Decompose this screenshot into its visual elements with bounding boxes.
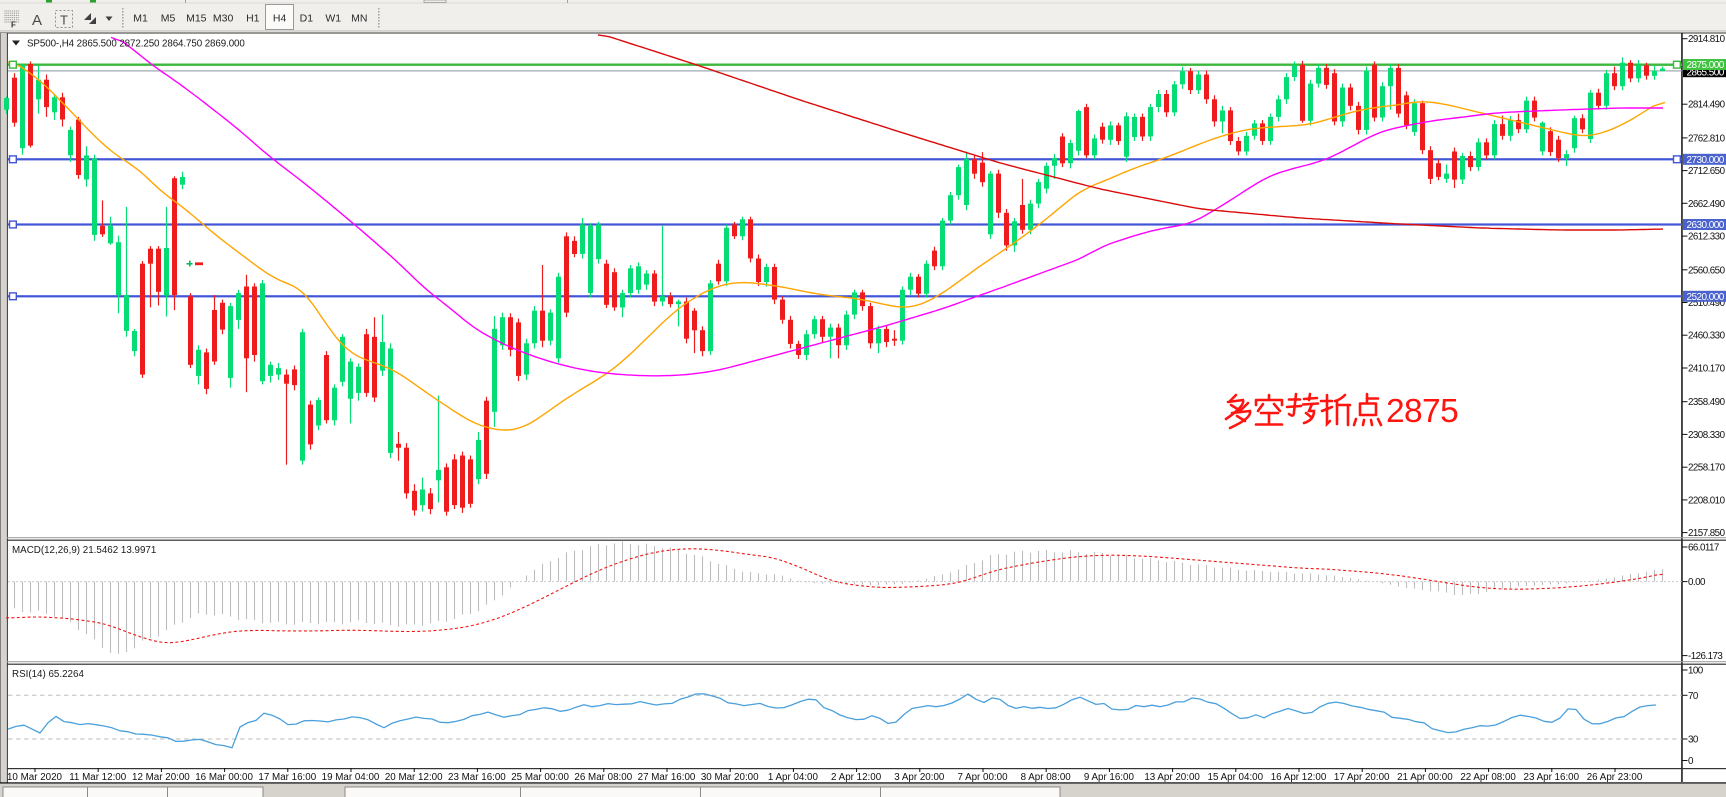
svg-text:16 Apr 12:00: 16 Apr 12:00 [1271, 772, 1327, 783]
svg-text:M15: M15 [186, 13, 207, 25]
svg-text:11 Mar 12:00: 11 Mar 12:00 [69, 772, 127, 783]
svg-text:2510.490: 2510.490 [1688, 298, 1726, 309]
svg-text:8 Apr 08:00: 8 Apr 08:00 [1021, 772, 1072, 783]
svg-text:66.0117: 66.0117 [1688, 543, 1719, 554]
svg-text:22 Apr 08:00: 22 Apr 08:00 [1460, 772, 1516, 783]
svg-text:2875: 2875 [1386, 393, 1458, 430]
svg-text:D1: D1 [300, 13, 314, 25]
svg-text:2875.000: 2875.000 [1687, 60, 1725, 71]
svg-text:26 Apr 23:00: 26 Apr 23:00 [1587, 772, 1643, 783]
svg-text:26 Mar 08:00: 26 Mar 08:00 [574, 772, 632, 783]
svg-text:10 Mar 2020: 10 Mar 2020 [7, 772, 63, 783]
svg-text:H1: H1 [246, 13, 260, 25]
svg-text:T: T [60, 13, 68, 28]
svg-text:2 Apr 12:00: 2 Apr 12:00 [831, 772, 882, 783]
svg-text:2662.490: 2662.490 [1688, 199, 1726, 210]
svg-text:2208.010: 2208.010 [1688, 495, 1726, 506]
svg-text:0.00: 0.00 [1688, 577, 1706, 588]
svg-text:2612.330: 2612.330 [1688, 232, 1726, 243]
svg-text:M1: M1 [133, 13, 148, 25]
svg-text:23 Mar 16:00: 23 Mar 16:00 [448, 772, 506, 783]
svg-text:2914.810: 2914.810 [1688, 34, 1726, 45]
svg-text:30 Mar 20:00: 30 Mar 20:00 [701, 772, 759, 783]
svg-text:2865.500: 2865.500 [1687, 67, 1725, 78]
svg-text:2157.850: 2157.850 [1688, 528, 1726, 539]
svg-text:-126.173: -126.173 [1688, 651, 1723, 662]
svg-text:RSI(14) 65.2264: RSI(14) 65.2264 [12, 669, 84, 680]
svg-text:19 Mar 04:00: 19 Mar 04:00 [322, 772, 380, 783]
svg-text:23 Apr 16:00: 23 Apr 16:00 [1524, 772, 1580, 783]
svg-text:13 Apr 20:00: 13 Apr 20:00 [1144, 772, 1200, 783]
svg-text:16 Mar 00:00: 16 Mar 00:00 [195, 772, 253, 783]
svg-text:2814.490: 2814.490 [1688, 100, 1726, 111]
svg-text:0: 0 [1688, 756, 1694, 767]
svg-text:A: A [32, 12, 42, 29]
svg-text:9 Apr 16:00: 9 Apr 16:00 [1084, 772, 1135, 783]
svg-text:21 Apr 00:00: 21 Apr 00:00 [1397, 772, 1453, 783]
svg-text:3 Apr 20:00: 3 Apr 20:00 [894, 772, 945, 783]
svg-text:25 Mar 00:00: 25 Mar 00:00 [511, 772, 569, 783]
svg-text:2460.330: 2460.330 [1688, 331, 1726, 342]
svg-text:7 Apr 00:00: 7 Apr 00:00 [957, 772, 1008, 783]
svg-text:MACD(12,26,9) 21.5462 13.9971: MACD(12,26,9) 21.5462 13.9971 [12, 545, 156, 556]
svg-text:2520.000: 2520.000 [1687, 292, 1725, 303]
svg-text:2308.330: 2308.330 [1688, 430, 1726, 441]
svg-text:30: 30 [1688, 735, 1699, 746]
svg-text:2258.170: 2258.170 [1688, 463, 1726, 474]
svg-text:27 Mar 16:00: 27 Mar 16:00 [638, 772, 696, 783]
svg-text:17 Apr 20:00: 17 Apr 20:00 [1334, 772, 1390, 783]
svg-text:20 Mar 12:00: 20 Mar 12:00 [385, 772, 443, 783]
svg-text:W1: W1 [325, 13, 341, 25]
svg-text:SP500-,H4 2865.500 2872.250 2: SP500-,H4 2865.500 2872.250 2864.750 286… [27, 39, 245, 50]
svg-text:100: 100 [1688, 666, 1704, 677]
svg-text:2630.000: 2630.000 [1687, 220, 1725, 231]
svg-text:H4: H4 [273, 13, 287, 25]
svg-text:F: F [11, 21, 16, 30]
svg-text:17 Mar 16:00: 17 Mar 16:00 [258, 772, 316, 783]
svg-text:12 Mar 20:00: 12 Mar 20:00 [132, 772, 190, 783]
svg-text:2560.650: 2560.650 [1688, 265, 1726, 276]
svg-text:2410.170: 2410.170 [1688, 364, 1726, 375]
svg-text:70: 70 [1688, 691, 1699, 702]
svg-text:2358.490: 2358.490 [1688, 397, 1726, 408]
svg-text:MN: MN [351, 13, 367, 25]
svg-text:M5: M5 [161, 13, 176, 25]
svg-text:2762.810: 2762.810 [1688, 133, 1726, 144]
svg-text:2712.650: 2712.650 [1688, 166, 1726, 177]
svg-text:1 Apr 04:00: 1 Apr 04:00 [768, 772, 819, 783]
svg-text:2730.000: 2730.000 [1687, 155, 1725, 166]
svg-text:M30: M30 [213, 13, 234, 25]
svg-text:15 Apr 04:00: 15 Apr 04:00 [1208, 772, 1264, 783]
